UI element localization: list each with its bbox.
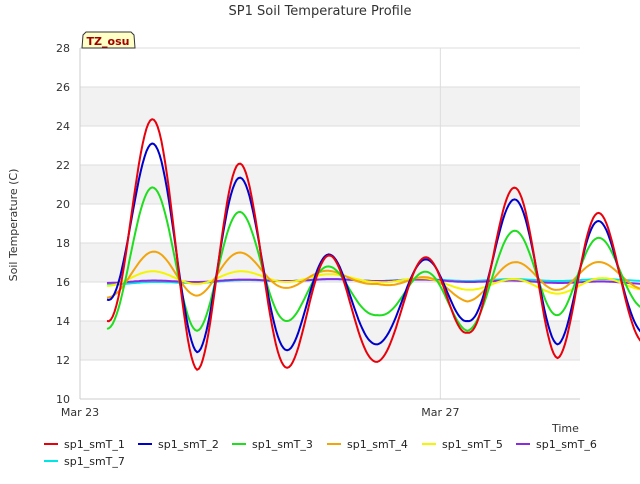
plot-band <box>80 87 580 126</box>
legend: sp1_smT_1 sp1_smT_2 sp1_smT_3 sp1_smT_4 sp1_… <box>44 438 597 468</box>
site-tag-shape <box>81 31 136 49</box>
y-tick-label: 14 <box>56 315 70 328</box>
legend-label-sp1-smT-1: sp1_smT_1 <box>64 438 125 451</box>
site-tag: TZ_osu <box>81 31 136 49</box>
y-tick-label: 12 <box>56 354 70 367</box>
legend-label-sp1-smT-5: sp1_smT_5 <box>442 438 503 451</box>
y-tick-label: 28 <box>56 42 70 55</box>
y-tick-label: 16 <box>56 276 70 289</box>
x-axis-label: Time <box>551 422 579 435</box>
y-tick-label: 22 <box>56 159 70 172</box>
legend-label-sp1-smT-4: sp1_smT_4 <box>347 438 408 451</box>
y-tick-label: 20 <box>56 198 70 211</box>
plot-band <box>80 243 580 282</box>
legend-label-sp1-smT-2: sp1_smT_2 <box>158 438 219 451</box>
series-line-sp1-smT-1 <box>106 118 640 371</box>
y-axis-label: Soil Temperature (C) <box>7 169 20 282</box>
x-tick-label: Mar 23 <box>61 406 99 419</box>
y-tick-label: 24 <box>56 120 70 133</box>
series-line-sp1-smT-6 <box>106 278 640 285</box>
series-layer <box>106 118 640 371</box>
legend-label-sp1-smT-7: sp1_smT_7 <box>64 455 125 468</box>
series-line-sp1-smT-4 <box>106 250 640 303</box>
legend-label-sp1-smT-6: sp1_smT_6 <box>536 438 597 451</box>
plot-band <box>80 165 580 204</box>
legend-label-sp1-smT-3: sp1_smT_3 <box>252 438 313 451</box>
y-tick-label: 10 <box>56 393 70 406</box>
site-tag-label: TZ_osu <box>87 35 130 48</box>
y-tick-label: 18 <box>56 237 70 250</box>
series-line-sp1-smT-2 <box>106 142 640 354</box>
plot-background <box>80 48 580 399</box>
y-tick-label: 26 <box>56 81 70 94</box>
chart-title: SP1 Soil Temperature Profile <box>229 4 412 19</box>
x-tick-label: Mar 27 <box>421 406 459 419</box>
plot-band <box>80 321 580 360</box>
